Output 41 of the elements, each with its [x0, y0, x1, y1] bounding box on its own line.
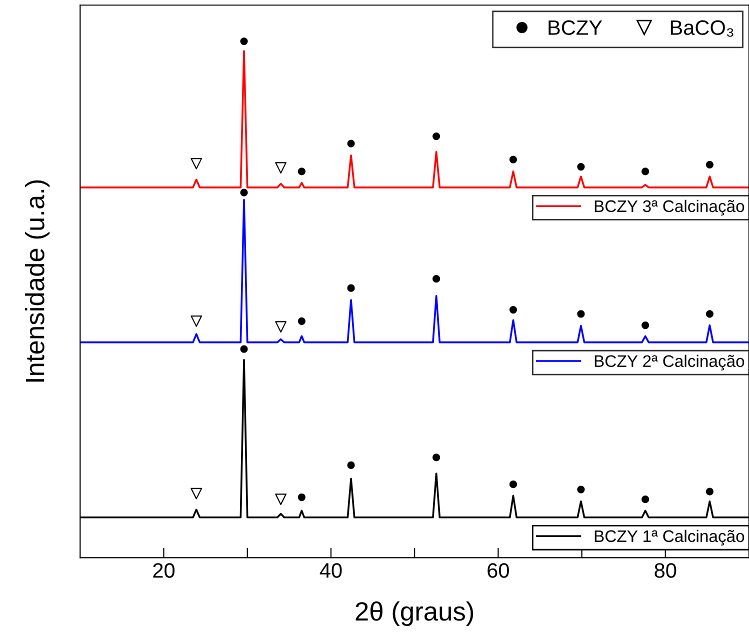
point	[642, 168, 650, 176]
point	[577, 162, 585, 171]
point	[642, 496, 650, 504]
point	[240, 345, 248, 353]
legend-label: BCZY 2ª Calcinação	[594, 354, 744, 370]
point	[240, 37, 248, 46]
point	[240, 188, 248, 196]
point	[577, 310, 585, 318]
point	[432, 132, 440, 140]
point	[432, 275, 440, 283]
point	[298, 493, 306, 502]
point	[642, 321, 650, 330]
point	[275, 321, 287, 333]
point	[706, 310, 714, 318]
point	[577, 486, 585, 494]
point	[347, 140, 355, 148]
point	[509, 156, 518, 164]
x-tick-label: 80	[654, 563, 676, 578]
point	[298, 317, 306, 325]
x-tick-label: 60	[488, 563, 509, 578]
point	[347, 284, 355, 292]
point	[190, 315, 202, 327]
point	[190, 158, 202, 170]
point	[298, 168, 306, 176]
legend-label: BaCO₃	[670, 20, 734, 37]
x-tick-label: 20	[153, 563, 175, 578]
point	[275, 494, 287, 506]
legend-label: BCZY 3ª Calcinação	[594, 200, 744, 216]
point	[706, 160, 714, 169]
point	[509, 480, 518, 488]
point	[190, 488, 202, 500]
legend-label: BCZY	[548, 20, 602, 36]
point	[706, 488, 714, 496]
legend-label: BCZY 1ª Calcinação	[594, 530, 744, 546]
point	[347, 461, 355, 470]
point	[275, 162, 287, 174]
point	[432, 454, 440, 462]
y-axis-title: Intensidade (u.a.)	[24, 180, 50, 382]
x-tick-label: 40	[320, 563, 342, 578]
point	[509, 306, 518, 314]
x-axis-title: 2θ (graus)	[356, 601, 474, 626]
